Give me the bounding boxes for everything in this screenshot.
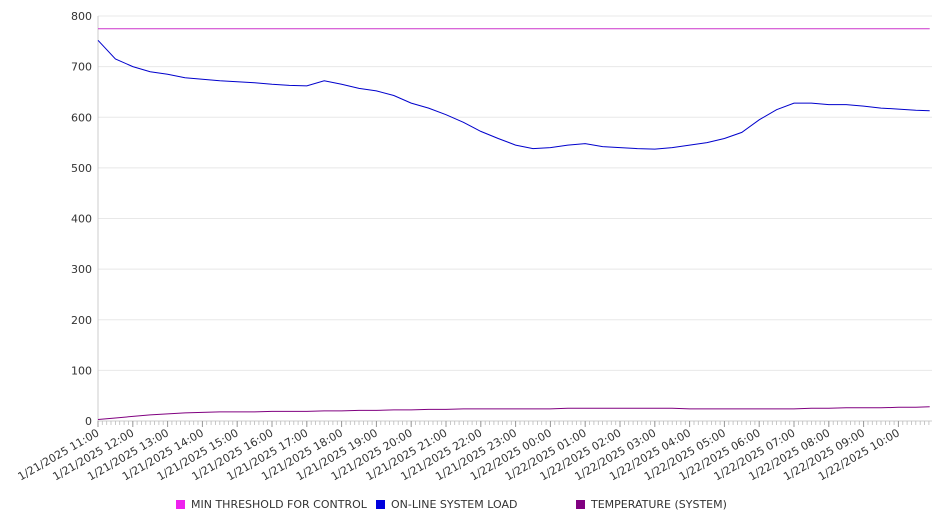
y-tick-label: 100 bbox=[71, 364, 92, 377]
legend-item-temperature: TEMPERATURE (SYSTEM) bbox=[576, 498, 727, 511]
legend-label: MIN THRESHOLD FOR CONTROL bbox=[191, 498, 367, 511]
legend-label: TEMPERATURE (SYSTEM) bbox=[591, 498, 727, 511]
y-tick-label: 700 bbox=[71, 61, 92, 74]
legend-swatch bbox=[576, 500, 585, 509]
y-axis-ticks: 0 100 200 300 400 500 600 700 800 bbox=[71, 10, 92, 428]
y-tick-label: 600 bbox=[71, 111, 92, 124]
series-line-2 bbox=[97, 406, 930, 420]
y-tick-label: 300 bbox=[71, 263, 92, 276]
series-lines bbox=[97, 28, 930, 420]
legend-item-min-threshold: MIN THRESHOLD FOR CONTROL bbox=[176, 498, 367, 511]
y-tick-label: 800 bbox=[71, 10, 92, 23]
legend-swatch bbox=[376, 500, 385, 509]
legend: MIN THRESHOLD FOR CONTROL ON-LINE SYSTEM… bbox=[0, 498, 946, 514]
legend-item-online-system-load: ON-LINE SYSTEM LOAD bbox=[376, 498, 517, 511]
x-axis-ticks: 1/21/2025 11:001/21/2025 12:001/21/2025 … bbox=[16, 426, 902, 483]
y-tick-label: 400 bbox=[71, 213, 92, 226]
y-tick-label: 0 bbox=[85, 415, 92, 428]
series-line-1 bbox=[97, 39, 930, 150]
axes bbox=[97, 16, 932, 427]
y-tick-label: 500 bbox=[71, 162, 92, 175]
gridlines bbox=[98, 15, 932, 371]
legend-swatch bbox=[176, 500, 185, 509]
legend-label: ON-LINE SYSTEM LOAD bbox=[391, 498, 518, 511]
y-tick-label: 200 bbox=[71, 314, 92, 327]
